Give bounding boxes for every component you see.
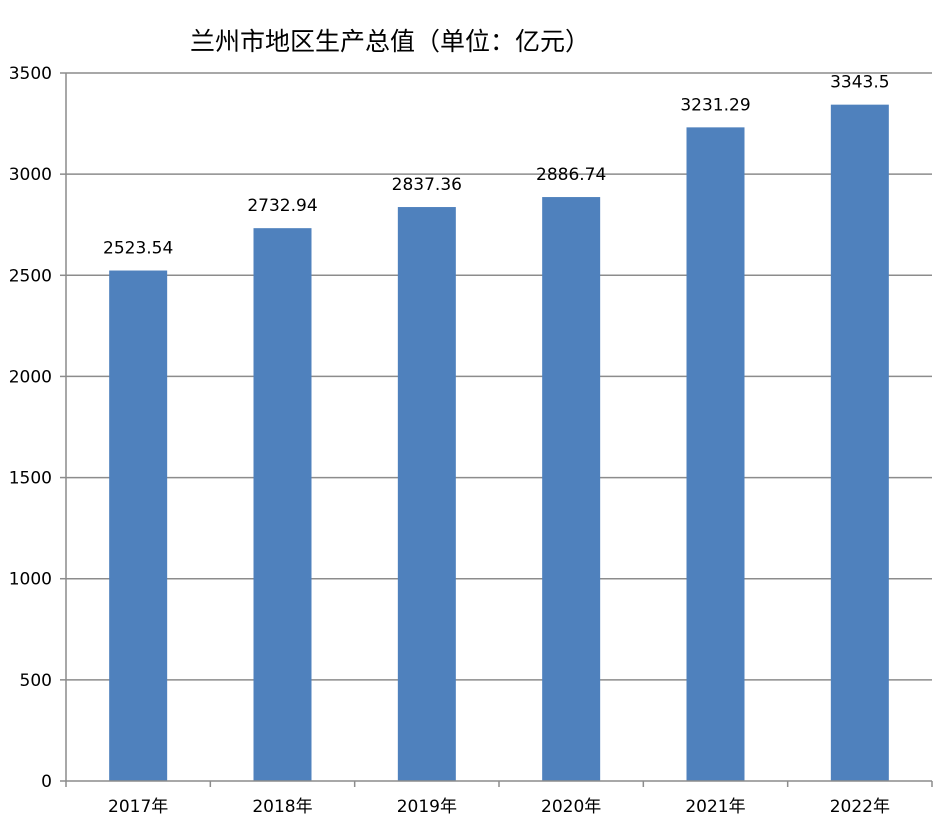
y-tick-label: 2500 (9, 266, 52, 286)
y-tick-label: 1500 (9, 469, 52, 489)
x-tick-label: 2020年 (541, 797, 601, 817)
chart-title: 兰州市地区生产总值（单位：亿元） (189, 27, 590, 56)
bar (686, 127, 745, 781)
data-label: 2523.54 (103, 239, 173, 259)
x-tick-label: 2019年 (397, 797, 457, 817)
x-tick-label: 2017年 (108, 797, 168, 817)
labels: 0 500 1000 1500 2000 2500 3000 3500 2523.54 2017年… (9, 64, 890, 817)
data-label: 2837.36 (392, 175, 462, 195)
y-tick-label: 500 (20, 671, 52, 691)
bar (253, 228, 312, 781)
y-tick-label: 2000 (9, 367, 52, 387)
y-tick-label: 3500 (9, 64, 52, 84)
bars (109, 104, 889, 782)
gridlines (66, 72, 932, 681)
x-tick-label: 2018年 (252, 797, 312, 817)
bar (830, 104, 889, 781)
data-label: 3231.29 (680, 95, 750, 115)
x-tick-label: 2021年 (685, 797, 745, 817)
bar (397, 207, 456, 781)
data-label: 2732.94 (247, 196, 317, 216)
x-tick-label: 2022年 (830, 797, 890, 817)
y-tick-label: 1000 (9, 570, 52, 590)
y-tick-label: 3000 (9, 165, 52, 185)
axes (60, 72, 933, 787)
data-label: 3343.5 (830, 73, 889, 93)
data-label: 2886.74 (536, 165, 606, 185)
y-tick-label: 0 (41, 772, 52, 792)
bar (542, 197, 601, 782)
bar (109, 270, 168, 781)
